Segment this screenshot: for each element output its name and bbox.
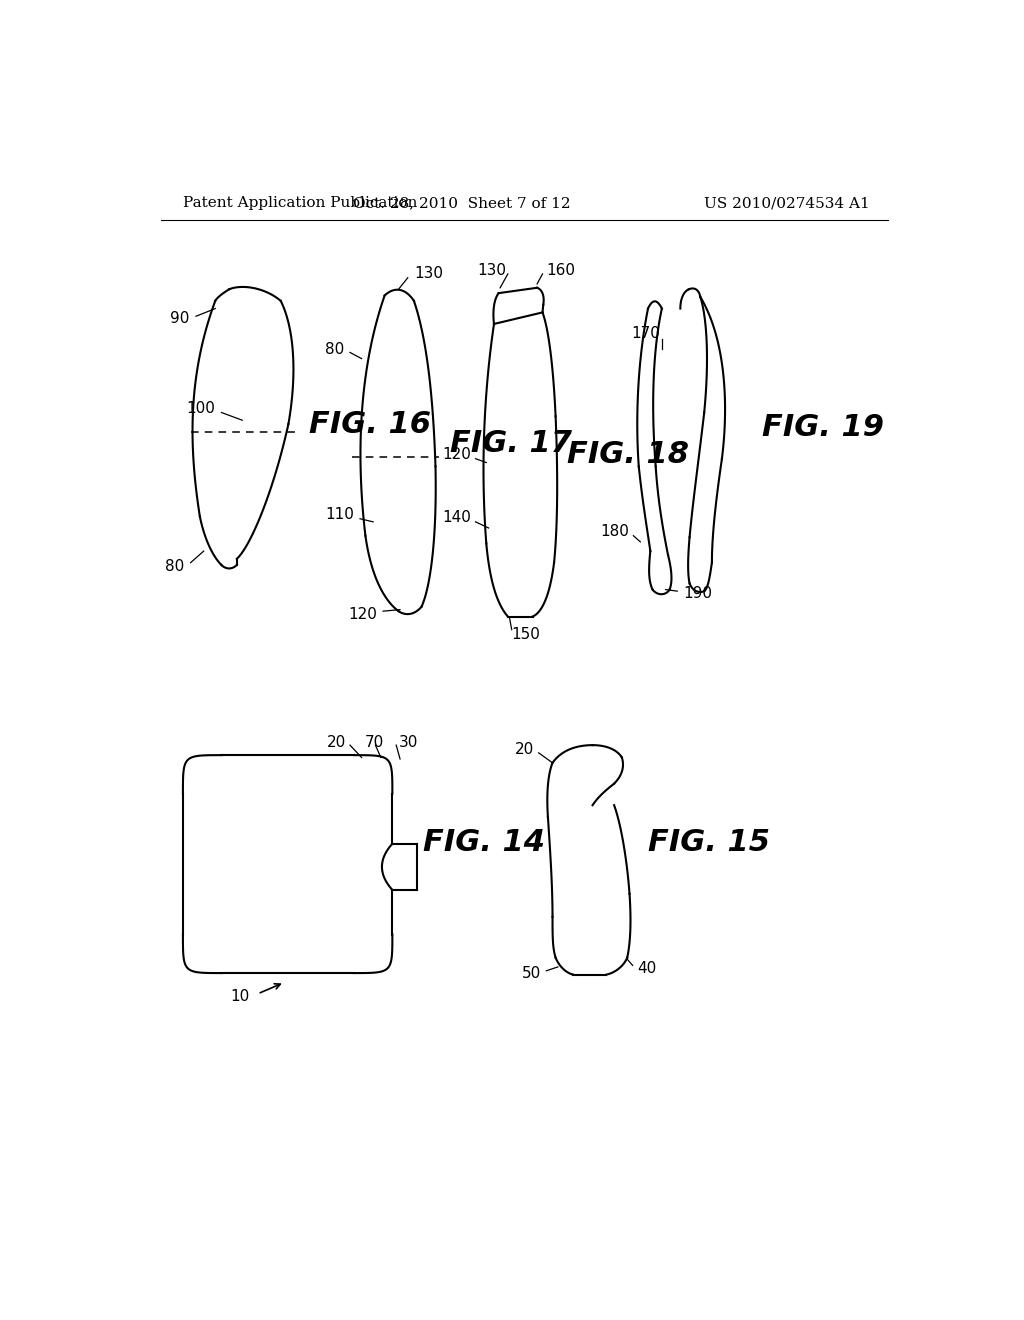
Text: 110: 110 (325, 507, 354, 523)
Text: 140: 140 (442, 511, 471, 525)
Text: 180: 180 (600, 524, 629, 540)
Text: FIG. 18: FIG. 18 (567, 441, 689, 470)
Text: FIG. 17: FIG. 17 (451, 429, 572, 458)
Text: FIG. 16: FIG. 16 (309, 409, 431, 438)
Text: 80: 80 (165, 558, 184, 574)
Text: US 2010/0274534 A1: US 2010/0274534 A1 (705, 197, 869, 210)
Text: 80: 80 (326, 342, 345, 356)
Text: 150: 150 (512, 627, 541, 642)
Text: 190: 190 (683, 586, 713, 601)
Text: 50: 50 (521, 965, 541, 981)
Text: 70: 70 (365, 734, 384, 750)
Text: 30: 30 (398, 734, 418, 750)
Text: 130: 130 (414, 267, 443, 281)
Text: 20: 20 (327, 734, 346, 750)
Text: FIG. 19: FIG. 19 (762, 413, 884, 442)
Text: 160: 160 (547, 263, 575, 277)
Text: Oct. 28, 2010  Sheet 7 of 12: Oct. 28, 2010 Sheet 7 of 12 (353, 197, 570, 210)
Text: 120: 120 (442, 447, 471, 462)
Text: 170: 170 (632, 326, 660, 342)
Text: 120: 120 (348, 607, 377, 622)
Text: 10: 10 (230, 989, 250, 1003)
Text: 20: 20 (515, 742, 535, 758)
Text: FIG. 14: FIG. 14 (423, 828, 545, 857)
Text: 90: 90 (170, 312, 189, 326)
Text: FIG. 15: FIG. 15 (648, 828, 770, 857)
Text: 130: 130 (477, 263, 506, 277)
Text: Patent Application Publication: Patent Application Publication (183, 197, 418, 210)
Text: 100: 100 (186, 401, 215, 416)
Text: 40: 40 (637, 961, 656, 975)
